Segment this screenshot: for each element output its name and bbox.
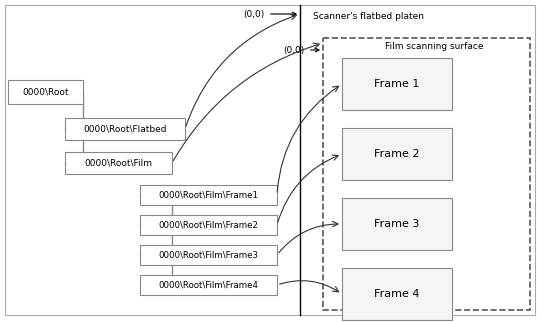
Bar <box>342 58 452 110</box>
Text: (0,0): (0,0) <box>283 45 319 54</box>
Text: Film scanning surface: Film scanning surface <box>385 42 484 51</box>
Bar <box>323 38 530 310</box>
Text: (0,0): (0,0) <box>244 10 296 18</box>
Bar <box>140 245 277 265</box>
Bar <box>140 215 277 235</box>
Text: 0000\Root: 0000\Root <box>22 88 69 97</box>
Text: Frame 1: Frame 1 <box>374 79 420 89</box>
Text: 0000\Root\Film\Frame4: 0000\Root\Film\Frame4 <box>159 280 259 289</box>
Text: Frame 4: Frame 4 <box>374 289 420 299</box>
Bar <box>342 128 452 180</box>
Bar <box>65 118 185 140</box>
Text: 0000\Root\Film\Frame1: 0000\Root\Film\Frame1 <box>159 191 259 200</box>
Text: 0000\Root\Film\Frame3: 0000\Root\Film\Frame3 <box>159 251 259 260</box>
Text: 0000\Root\Flatbed: 0000\Root\Flatbed <box>83 125 167 134</box>
Text: Scanner's flatbed platen: Scanner's flatbed platen <box>313 12 424 21</box>
Text: Frame 3: Frame 3 <box>374 219 420 229</box>
Bar <box>65 152 172 174</box>
Bar <box>8 80 83 104</box>
Text: 0000\Root\Film: 0000\Root\Film <box>84 158 153 167</box>
Bar <box>342 268 452 320</box>
Bar <box>140 185 277 205</box>
Bar <box>140 275 277 295</box>
Bar <box>342 198 452 250</box>
Text: 0000\Root\Film\Frame2: 0000\Root\Film\Frame2 <box>159 221 259 230</box>
Text: Frame 2: Frame 2 <box>374 149 420 159</box>
